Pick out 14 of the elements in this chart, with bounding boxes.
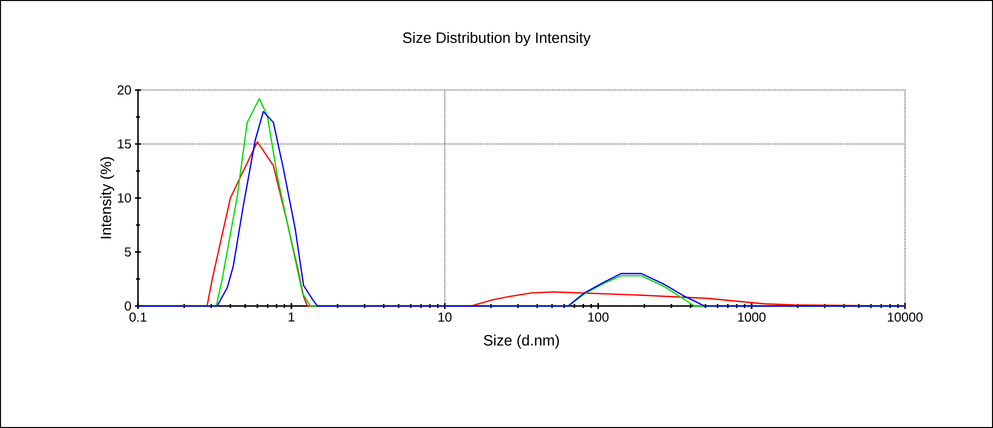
y-tick-label: 10: [118, 193, 131, 203]
x-tick-label: 0.1: [129, 312, 146, 322]
x-axis-title: Size (d.nm): [484, 334, 559, 349]
x-tick-label: 1000: [738, 312, 766, 322]
y-axis-title: Intensity (%): [100, 157, 114, 238]
x-tick-label: 100: [588, 312, 609, 322]
y-tick-label: 15: [118, 139, 131, 149]
chart-title: Size Distribution by Intensity: [402, 32, 591, 46]
x-tick-label: 10000: [888, 312, 923, 322]
x-tick-label: 1: [288, 312, 294, 322]
y-tick-label: 5: [124, 247, 131, 257]
y-tick-label: 20: [118, 85, 131, 95]
y-tick-label: 0: [124, 301, 131, 311]
x-tick-label: 10: [438, 312, 452, 322]
